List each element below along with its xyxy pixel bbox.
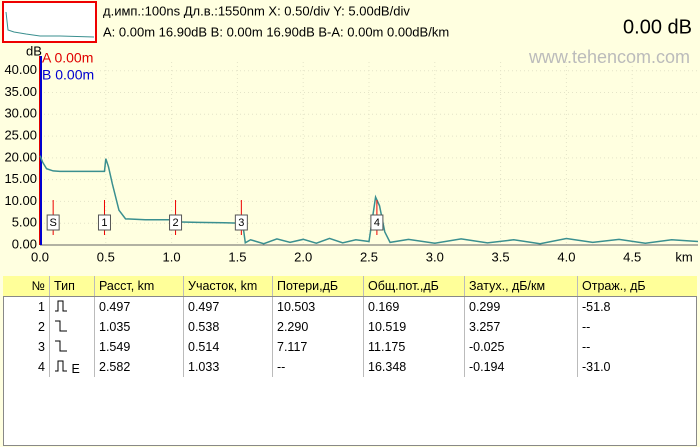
cell: -31.0 <box>577 357 697 377</box>
event-label: 4 <box>374 217 380 229</box>
x-tick-label: 0.0 <box>31 249 49 264</box>
cell: 0.497 <box>183 296 273 317</box>
y-tick-label: 25.00 <box>4 128 37 143</box>
trace <box>39 155 699 245</box>
cell: 0.299 <box>464 296 578 317</box>
cell: 1.035 <box>94 317 184 337</box>
thumbnail-trace <box>5 11 95 38</box>
x-tick-label: 2.5 <box>360 249 378 264</box>
y-tick-label: 15.00 <box>4 171 37 186</box>
th: Тип <box>49 276 95 297</box>
thumbnail <box>2 1 97 43</box>
event-box <box>97 214 111 231</box>
y-tick-label: 0.00 <box>12 236 37 251</box>
cell: 1.549 <box>94 337 184 357</box>
chart: д.имп.:100ns Дл.в.:1550nm X: 0.50/div Y:… <box>2 1 699 264</box>
cell <box>49 337 95 357</box>
event-label: 3 <box>238 217 244 229</box>
y-tick-label: 40.00 <box>4 62 37 77</box>
cell: -- <box>577 337 697 357</box>
cell: 16.348 <box>363 357 465 377</box>
cell: E <box>49 357 95 377</box>
loss-icon <box>55 340 67 351</box>
event-box <box>169 214 183 231</box>
table-row[interactable]: 1 0.497 0.497 10.503 0.169 0.299 -51.8 <box>3 296 697 317</box>
cell: -0.194 <box>464 357 578 377</box>
cell: 7.117 <box>272 337 364 357</box>
cell: -51.8 <box>577 296 697 317</box>
cell: 0.514 <box>183 337 273 357</box>
event-box <box>370 214 384 231</box>
reflective-icon <box>55 360 67 371</box>
x-tick-label: 1.5 <box>228 249 246 264</box>
x-tick-label: 4.5 <box>623 249 641 264</box>
cell <box>49 317 95 337</box>
cell: 0.169 <box>363 296 465 317</box>
cell: 10.503 <box>272 296 364 317</box>
cell: 2.582 <box>94 357 184 377</box>
th: Отраж., дБ <box>577 276 697 297</box>
x-tick-label: 3.0 <box>426 249 444 264</box>
x-tick-label: 4.0 <box>557 249 575 264</box>
header-cursors: A: 0.00m 16.90dB B: 0.00m 16.90dB B-A: 0… <box>103 24 449 39</box>
header-settings: д.имп.:100ns Дл.в.:1550nm X: 0.50/div Y:… <box>103 3 410 18</box>
loss-icon <box>55 320 67 331</box>
cursor-label: B 0.00m <box>42 67 94 83</box>
x-axis-label: km <box>675 249 692 264</box>
th: Потери,дБ <box>272 276 364 297</box>
y-tick-label: 20.00 <box>4 149 37 164</box>
cell: 11.175 <box>363 337 465 357</box>
watermark: www.tehencom.com <box>528 47 690 67</box>
x-tick-label: 0.5 <box>97 249 115 264</box>
events-table: № Тип Расст, km Участок, km Потери,дБ Общ.пот… <box>3 276 697 377</box>
end-mark: E <box>71 361 80 376</box>
cell: 3.257 <box>464 317 578 337</box>
cell: 1.033 <box>183 357 273 377</box>
th: Участок, km <box>183 276 273 297</box>
cell: 4 <box>38 360 45 374</box>
event-label: 2 <box>172 217 178 229</box>
event-label: 1 <box>101 217 107 229</box>
cell: 1 <box>38 300 45 314</box>
reflective-icon <box>55 300 67 311</box>
th: Расст, km <box>94 276 184 297</box>
cell: 2 <box>38 320 45 334</box>
cell: 3 <box>38 340 45 354</box>
y-tick-label: 5.00 <box>12 215 37 230</box>
y-tick-label: 30.00 <box>4 106 37 121</box>
th: Общ.пот.,дБ <box>363 276 465 297</box>
cell: -- <box>272 357 364 377</box>
table-row[interactable]: 3 1.549 0.514 7.117 11.175 -0.025 -- <box>3 337 697 357</box>
x-tick-label: 3.5 <box>492 249 510 264</box>
table-header: № Тип Расст, km Участок, km Потери,дБ Общ.пот… <box>3 276 697 297</box>
table-row[interactable]: 4 E 2.582 1.033 -- 16.348 -0.194 -31.0 <box>3 357 697 377</box>
reading: 0.00 dB <box>623 16 692 38</box>
table-row[interactable]: 2 1.035 0.538 2.290 10.519 3.257 -- <box>3 317 697 337</box>
cell: -0.025 <box>464 337 578 357</box>
cell: 0.497 <box>94 296 184 317</box>
cell: 10.519 <box>363 317 465 337</box>
y-tick-label: 10.00 <box>4 193 37 208</box>
x-tick-label: 2.0 <box>294 249 312 264</box>
cursor-label: A 0.00m <box>42 50 93 66</box>
event-box <box>46 214 60 231</box>
cell: 2.290 <box>272 317 364 337</box>
th: Затух., дБ/км <box>464 276 578 297</box>
th: № <box>3 276 50 297</box>
cell: -- <box>577 317 697 337</box>
x-tick-label: 1.0 <box>163 249 181 264</box>
event-label: S <box>49 217 56 229</box>
event-box <box>234 214 248 231</box>
cell: 0.538 <box>183 317 273 337</box>
y-tick-label: 35.00 <box>4 84 37 99</box>
y-axis-label: dB <box>26 43 42 58</box>
cell <box>49 296 95 317</box>
